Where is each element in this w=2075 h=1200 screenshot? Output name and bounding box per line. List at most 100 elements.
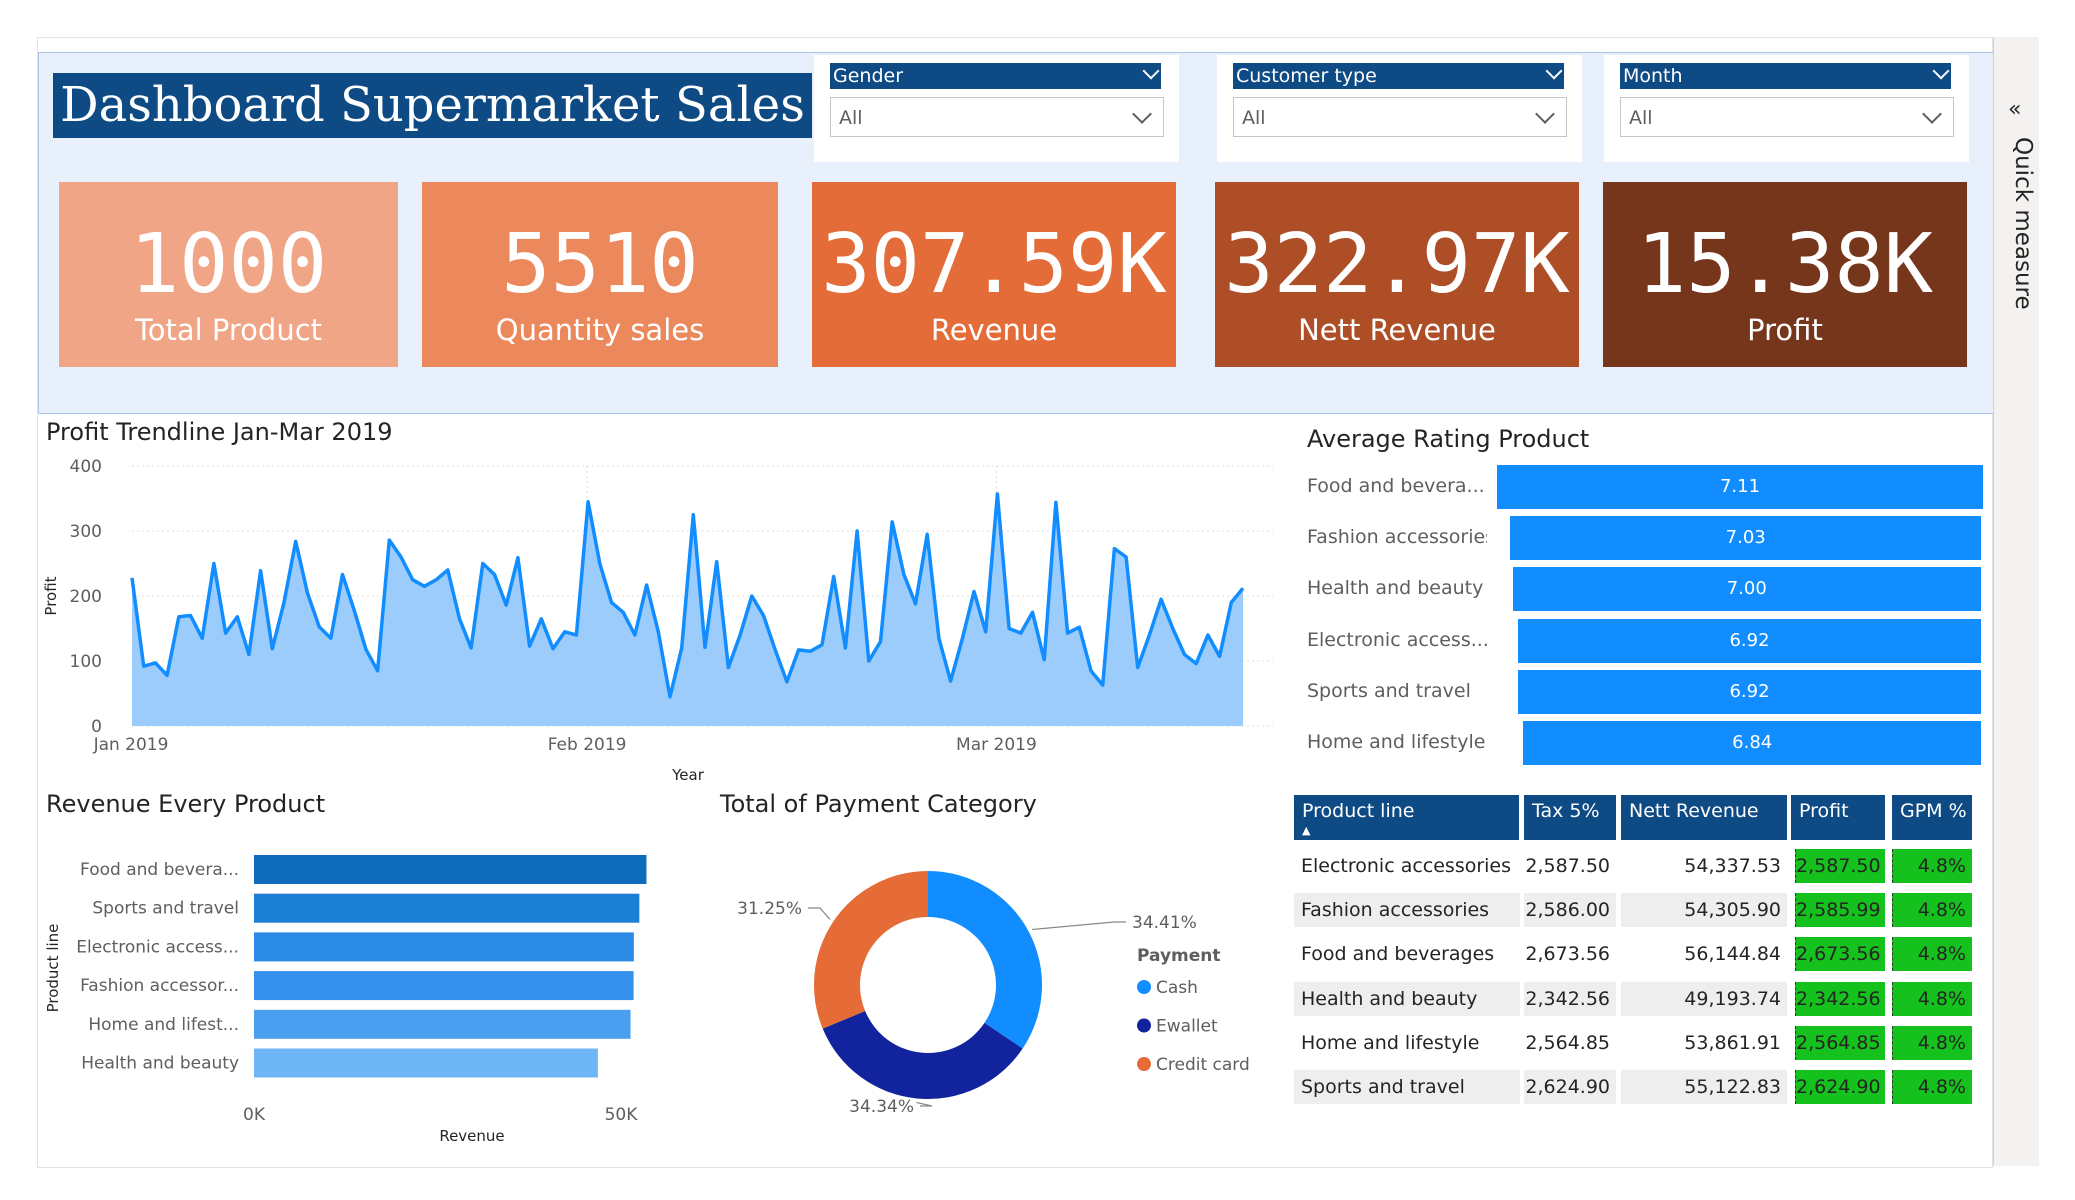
quick-measure-pane[interactable]: « Quick measure [1993, 37, 2039, 1166]
chevron-down-icon[interactable] [1142, 62, 1160, 80]
slicer-value: All [1242, 107, 1266, 129]
payment-title: Total of Payment Category [720, 790, 1037, 818]
kpi-value: 307.59K [821, 217, 1167, 312]
slicer-header[interactable]: Month [1620, 62, 1951, 89]
profit-trend-panel[interactable]: Profit Trendline Jan-Mar 2019 0 100 200 300… [38, 416, 1286, 785]
profit-line [130, 492, 1245, 699]
y-axis-title: Product line [44, 924, 62, 1013]
x-tick-label: Feb 2019 [548, 735, 627, 755]
chevron-down-icon[interactable] [1132, 104, 1152, 124]
table-cell: 54,305.90 [1621, 893, 1787, 928]
table-header-cell[interactable]: Nett Revenue [1621, 795, 1787, 840]
legend-label: Credit card [1156, 1055, 1250, 1075]
payment-slice [814, 871, 928, 1029]
table-header-cell[interactable]: Product line ▲ [1294, 795, 1519, 840]
table-header-cell[interactable]: Profit [1791, 795, 1885, 840]
slicer-header[interactable]: Customer type [1233, 62, 1564, 89]
quick-measure-label: Quick measure [2010, 137, 2036, 310]
table-cell: 53,861.91 [1684, 1031, 1781, 1054]
kpi-quantity-sales[interactable]: 5510 Quantity sales [422, 182, 778, 367]
leader-line [1032, 921, 1126, 931]
leader-line [808, 907, 831, 920]
payment-data-label: 31.25% [737, 899, 802, 919]
revenue-bar [254, 855, 647, 884]
sort-ascending-icon[interactable]: ▲ [1302, 824, 1311, 837]
table-cell: 4.8% [1892, 849, 1972, 883]
revenue-category-label: Health and beauty [81, 1054, 239, 1074]
table-cell: 2,564.85 [1795, 1025, 1885, 1060]
x-tick-label: Mar 2019 [956, 735, 1037, 755]
rating-bar[interactable]: 7.11 [1497, 465, 1983, 509]
table-header-cell[interactable]: GPM % [1892, 795, 1972, 840]
profit-area [132, 494, 1243, 726]
table-row-label: Fashion accessories [1294, 893, 1520, 928]
product-table-panel[interactable]: Product line ▲ Tax 5% Nett Revenue Profit GPM… [1287, 795, 1989, 1145]
legend-marker [1137, 980, 1151, 994]
table-cell: 2,587.50 [1795, 849, 1885, 883]
kpi-value: 322.97K [1224, 217, 1570, 312]
profit-trend-title: Profit Trendline Jan-Mar 2019 [46, 418, 393, 446]
kpi-label: Nett Revenue [1298, 313, 1496, 347]
kpi-label: Profit [1747, 313, 1823, 347]
rating-bar[interactable]: 6.84 [1523, 721, 1981, 765]
revenue-bar [254, 971, 634, 1001]
table-row-label: Electronic accessories [1301, 855, 1512, 877]
chevron-down-icon[interactable] [1932, 62, 1950, 80]
table-cell: 2,673.56 [1795, 937, 1885, 972]
x-tick-label: Jan 2019 [93, 735, 169, 755]
table-cell: 2,342.56 [1795, 981, 1885, 1016]
payment-donut-chart[interactable]: 34.41% 34.34% 31.25% Payment Cash Ewallet Cred… [712, 790, 1272, 1145]
rating-category-label: Home and lifestyle [1307, 731, 1486, 753]
avg-rating-chart[interactable]: Food and bevera... 7.11 Fashion accessorie… [1307, 465, 1987, 775]
gender-slicer[interactable]: Gender All [814, 55, 1179, 162]
rating-category-label: Food and bevera... [1307, 475, 1485, 497]
revenue-product-panel[interactable]: Revenue Every Product Food and bevera...… [38, 790, 706, 1145]
kpi-label: Revenue [930, 313, 1058, 347]
chevron-down-icon[interactable] [1535, 104, 1555, 124]
slicer-title: Gender [833, 65, 904, 87]
avg-rating-title: Average Rating Product [1307, 425, 1590, 453]
customer-type-slicer[interactable]: Customer type All [1217, 55, 1582, 162]
slicer-header[interactable]: Gender [830, 62, 1161, 89]
kpi-revenue[interactable]: 307.59K Revenue [812, 182, 1176, 367]
product-table[interactable]: Product line ▲ Tax 5% Nett Revenue Profit GPM… [1294, 795, 1984, 1145]
y-tick-label: 200 [70, 587, 102, 607]
rating-bar[interactable]: 7.03 [1510, 516, 1981, 561]
y-tick-label: 300 [70, 522, 102, 542]
revenue-category-label: Fashion accessor... [80, 976, 239, 996]
chevron-down-icon[interactable] [1545, 62, 1563, 80]
kpi-profit[interactable]: 15.38K Profit [1603, 182, 1967, 367]
table-header-cell[interactable]: Tax 5% [1524, 795, 1616, 840]
rating-bar[interactable]: 6.92 [1517, 669, 1981, 714]
slicer-dropdown[interactable]: All [830, 97, 1164, 137]
slicer-dropdown[interactable]: All [1233, 97, 1567, 137]
table-cell: 2,673.56 [1525, 943, 1610, 966]
payment-data-label: 34.41% [1132, 913, 1197, 933]
x-tick-label: 0K [243, 1105, 266, 1125]
rating-bar[interactable]: 7.00 [1512, 567, 1981, 612]
rating-category-label: Sports and travel [1307, 679, 1471, 702]
profit-trend-chart[interactable]: 0 100 200 300 400 Jan 2019 Feb 2019 Mar 2019 Yea… [38, 416, 1286, 785]
avg-rating-panel[interactable]: Average Rating Product Food and bevera..… [1300, 423, 1992, 776]
kpi-value: 15.38K [1636, 217, 1934, 312]
revenue-category-label: Electronic access... [76, 937, 239, 957]
revenue-category-label: Food and bevera... [80, 860, 239, 880]
leader-line [916, 1101, 933, 1107]
table-cell: 55,122.83 [1621, 1070, 1787, 1104]
rating-bar[interactable]: 6.92 [1517, 618, 1981, 663]
y-tick-label: 400 [70, 457, 102, 477]
chevron-down-icon[interactable] [1922, 104, 1942, 124]
payment-panel[interactable]: Total of Payment Category 34.41% 34.34% 31… [712, 790, 1272, 1145]
revenue-bar [254, 1048, 598, 1078]
table-cell: 2,587.50 [1525, 855, 1610, 877]
slicer-dropdown[interactable]: All [1620, 97, 1954, 137]
legend-marker [1137, 1057, 1151, 1071]
table-cell: 4.8% [1892, 937, 1972, 972]
kpi-total-product[interactable]: 1000 Total Product [59, 182, 398, 367]
x-tick-label: 50K [605, 1105, 639, 1125]
y-axis-title: Profit [42, 576, 60, 615]
double-chevron-left-icon[interactable]: « [2008, 97, 2022, 122]
kpi-nett-revenue[interactable]: 322.97K Nett Revenue [1215, 182, 1579, 367]
month-slicer[interactable]: Month All [1604, 55, 1969, 162]
revenue-product-chart[interactable]: Food and bevera... Sports and travel Elect… [38, 790, 706, 1145]
